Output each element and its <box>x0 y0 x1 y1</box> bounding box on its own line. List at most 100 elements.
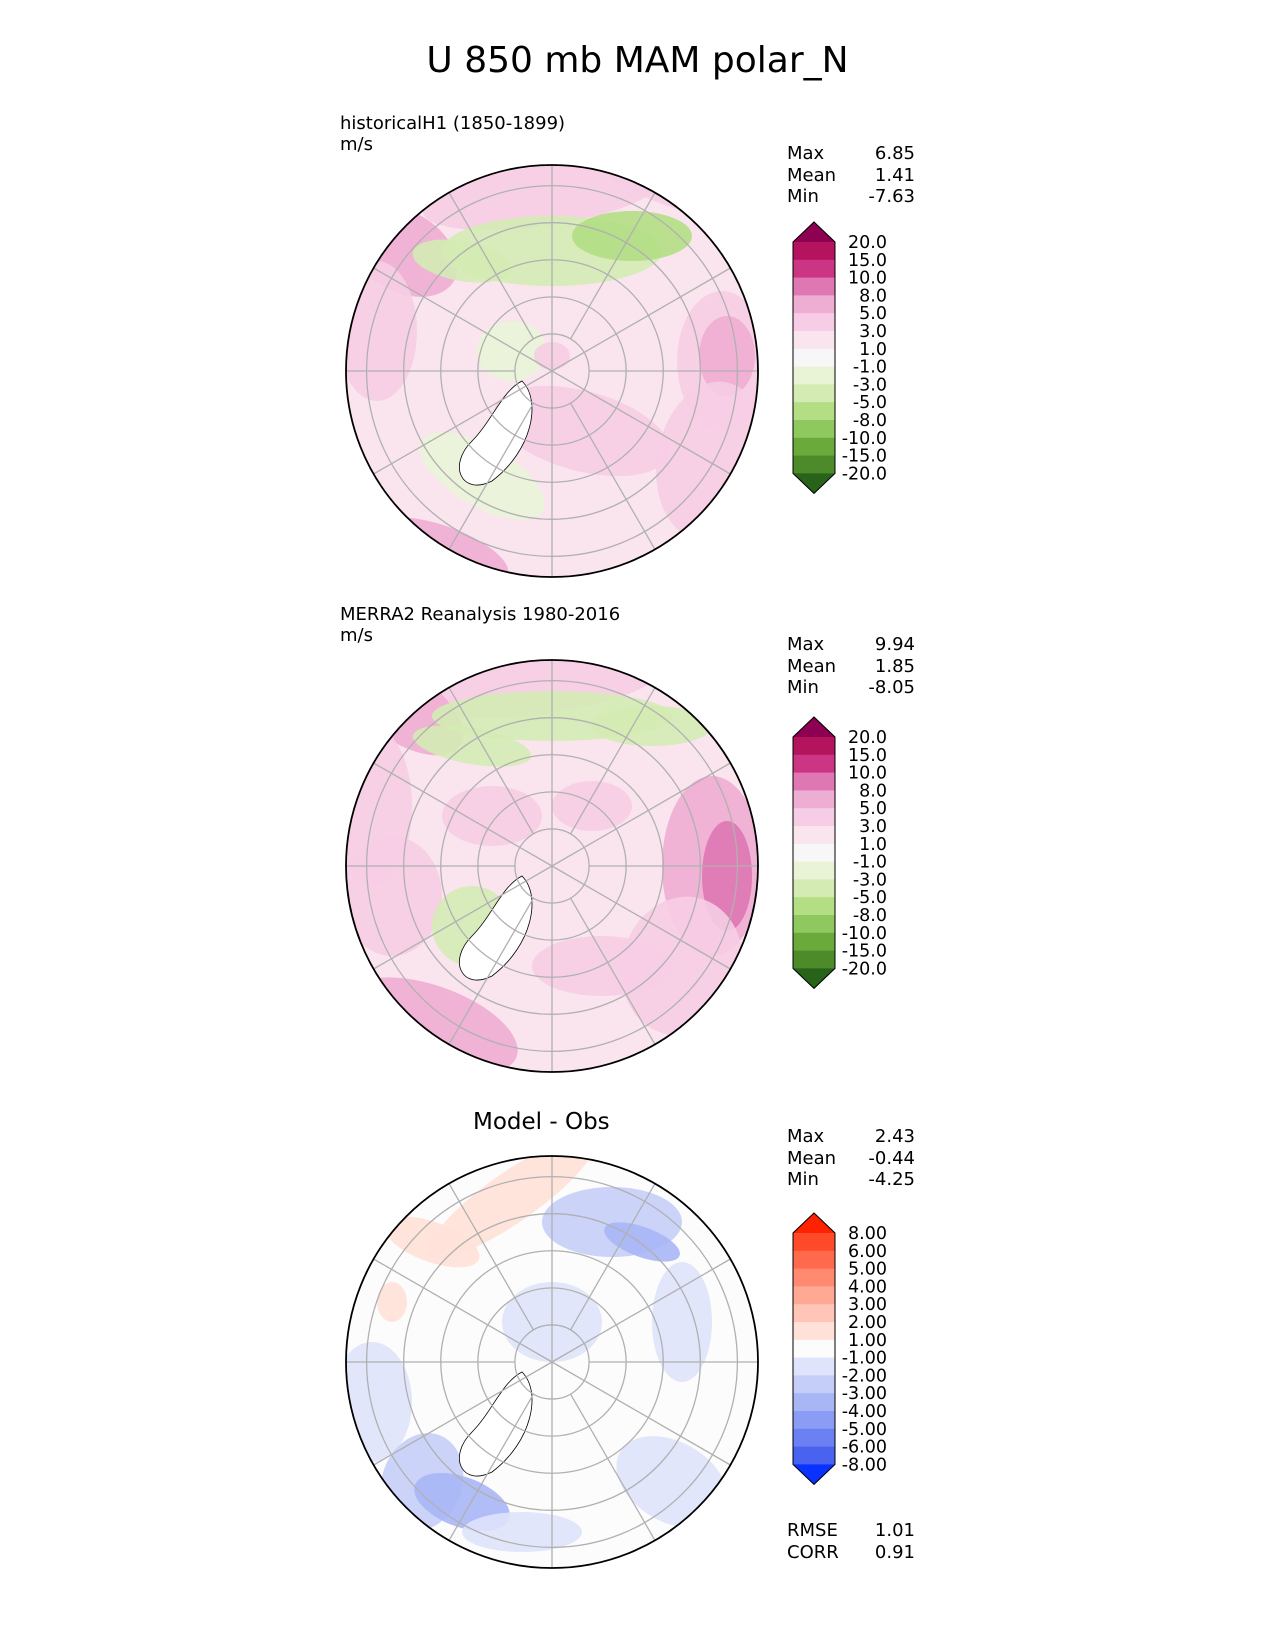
colorbar-tick-label: -5.0 <box>853 393 887 413</box>
field-patch <box>572 211 692 261</box>
colorbar-tick-label: -6.00 <box>842 1438 887 1458</box>
colorbar-segment <box>793 1233 835 1252</box>
meridian-line <box>448 192 535 340</box>
stat-row-max: Max 9.94 <box>787 634 915 655</box>
colorbar-segment <box>793 808 835 827</box>
meridian-line <box>519 370 553 391</box>
meridian-line <box>551 846 585 867</box>
colorbar-segment <box>793 950 835 969</box>
colorbar-segment <box>793 897 835 916</box>
colorbar-tick-label: 3.0 <box>859 817 887 837</box>
meridian-line <box>551 1361 585 1382</box>
colorbar-segment <box>793 932 835 952</box>
colorbar-tick-label: 5.0 <box>859 304 887 324</box>
meridian-line <box>448 1183 535 1331</box>
field-patch <box>592 706 712 746</box>
meridian-line <box>583 762 731 849</box>
metric-row-rmse: RMSE 1.01 <box>787 1520 915 1541</box>
colorbar-outline <box>792 1212 836 1486</box>
meridian-line <box>448 897 535 1045</box>
colorbar-segment <box>793 259 835 279</box>
field-patch <box>346 1342 412 1462</box>
stat-row-max: Max 6.85 <box>787 143 915 164</box>
meridian-line <box>519 846 553 867</box>
colorbar-segment <box>793 915 835 934</box>
meridian-line <box>519 1361 553 1382</box>
colorbar-tick-label: -5.00 <box>842 1420 887 1440</box>
field-patch <box>384 1216 480 1268</box>
meridian-line <box>569 192 656 340</box>
meridian-line <box>373 388 521 475</box>
field-patch <box>477 321 547 381</box>
colorbar-segment <box>793 420 835 439</box>
colorbar-tick-label: -3.0 <box>853 870 887 890</box>
colorbar-tick-label: -2.00 <box>842 1366 887 1386</box>
colorbar-tick-label: 4.00 <box>848 1277 887 1297</box>
colorbar-extend-top <box>793 717 835 737</box>
field-patch <box>699 316 755 396</box>
colorbar-segment <box>793 1411 835 1430</box>
colorbar-segment <box>793 455 835 474</box>
field-patch <box>412 239 512 283</box>
colorbar-segment <box>793 772 835 791</box>
colorbar-segment <box>793 1304 835 1323</box>
colorbar-tick-label: -8.00 <box>842 1455 887 1475</box>
stat-row-mean: Mean 1.85 <box>787 655 915 677</box>
colorbar-tick-label: -15.0 <box>842 447 887 467</box>
graticule <box>346 1156 758 1568</box>
colorbar-tick-label: 3.00 <box>848 1295 887 1315</box>
colorbar-segment <box>793 1428 835 1448</box>
meridian-line <box>569 1183 656 1331</box>
meridian-line <box>551 1342 585 1363</box>
colorbar-segment <box>793 826 835 845</box>
field-patch <box>412 725 532 767</box>
colorbar-segment <box>793 313 835 332</box>
field-patch <box>702 821 752 931</box>
meridian-line <box>551 370 585 391</box>
meridian-line <box>583 388 731 475</box>
colorbar-tick-label: -5.0 <box>853 888 887 908</box>
stat-row-max: Max 2.43 <box>787 1126 915 1147</box>
meridian-line <box>373 267 521 354</box>
meridian-line <box>373 1258 521 1345</box>
colorbar-segment <box>793 331 835 350</box>
colorbar-segment <box>793 1393 835 1412</box>
panel-2-name: MERRA2 Reanalysis 1980-2016 <box>340 604 621 625</box>
colorbar-extend-top <box>793 1213 835 1233</box>
panel-1-name: historicalH1 (1850-1899) <box>340 113 566 134</box>
page-title: U 850 mb MAM polar_N <box>426 40 849 81</box>
colorbar-segment <box>793 402 835 421</box>
meridian-line <box>448 687 535 835</box>
colorbar-tick-label: 1.00 <box>848 1331 887 1351</box>
colorbar-tick-label: 15.0 <box>848 746 887 766</box>
stat-row-mean: Mean -0.44 <box>787 1147 915 1169</box>
field-patch <box>462 1512 582 1552</box>
panel-3-stats: Max 2.43 Mean -0.44 Min -4.25 <box>787 1126 915 1191</box>
field-patch <box>423 165 661 231</box>
colorbar-tick-label: 3.0 <box>859 322 887 342</box>
colorbar-tick-label: -8.0 <box>853 411 887 431</box>
colorbar-tick-label: -20.0 <box>842 959 887 979</box>
colorbar-tick-label: 8.0 <box>859 286 887 306</box>
map-boundary <box>345 659 759 1073</box>
graticule <box>346 660 758 1072</box>
panel-2-stats: Max 9.94 Mean 1.85 Min -8.05 <box>787 634 915 699</box>
panel-3-title: Model - Obs <box>473 1109 610 1135</box>
colorbar-segment <box>793 754 835 774</box>
meridian-line <box>373 883 521 970</box>
colorbar-tick-label: 2.00 <box>848 1313 887 1333</box>
meridian-line <box>519 351 553 372</box>
colorbar-tick-label: -1.0 <box>853 358 887 378</box>
meridian-line <box>448 1393 535 1541</box>
colorbar-tick-label: 5.0 <box>859 799 887 819</box>
polar-map-3 <box>345 1155 759 1569</box>
colorbar-tick-label: -8.0 <box>853 906 887 926</box>
panel-1-title: historicalH1 (1850-1899) m/s <box>340 113 565 155</box>
field-patch <box>377 1282 407 1322</box>
meridian-line <box>373 762 521 849</box>
colorbar-extend-bottom <box>793 1464 835 1485</box>
colorbar-segment <box>793 277 835 296</box>
colorbar-extend-bottom <box>793 473 835 494</box>
meridian-line <box>519 1342 553 1363</box>
polar-map-1 <box>345 164 759 578</box>
